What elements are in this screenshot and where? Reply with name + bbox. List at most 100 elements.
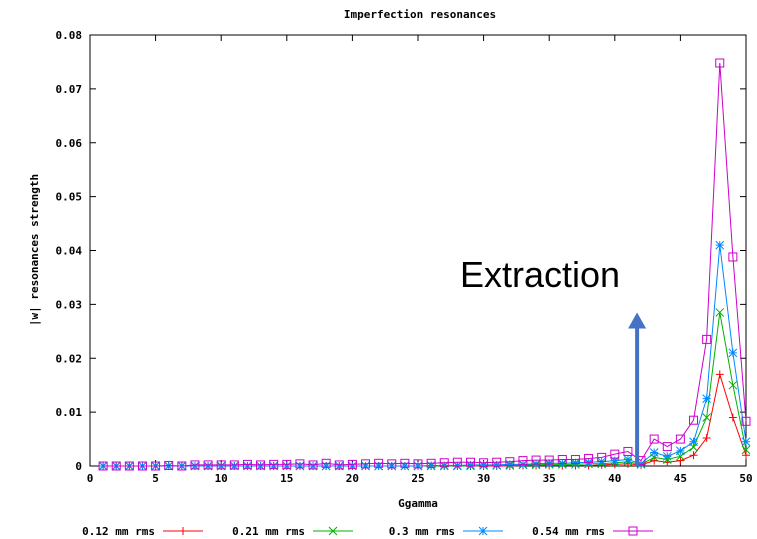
data-point <box>308 461 318 471</box>
data-point <box>702 334 712 344</box>
y-tick-label: 0.03 <box>56 298 83 311</box>
data-point <box>557 455 567 465</box>
legend-label: 0.54 mm rms <box>532 525 605 538</box>
data-point <box>544 455 554 465</box>
data-point <box>702 394 711 404</box>
data-point <box>387 461 397 471</box>
x-tick-label: 20 <box>346 472 359 485</box>
legend-label: 0.21 mm rms <box>232 525 305 538</box>
data-point <box>715 370 724 379</box>
legend-label: 0.3 mm rms <box>389 525 455 538</box>
x-tick-label: 30 <box>477 472 490 485</box>
data-point <box>439 461 449 470</box>
data-point <box>466 460 475 470</box>
data-point <box>361 461 370 471</box>
data-point <box>216 460 226 470</box>
data-point <box>347 459 357 469</box>
data-point <box>256 461 265 471</box>
data-point <box>623 455 633 464</box>
data-point <box>531 455 541 465</box>
data-point <box>676 456 685 465</box>
data-point <box>675 434 685 444</box>
data-point <box>216 461 226 471</box>
extraction-arrow-head <box>628 312 647 329</box>
data-point <box>728 348 738 358</box>
data-point <box>282 459 292 469</box>
legend: 0.12 mm rms 0.21 mm rms 0.3 mm rms 0.54 mm … <box>82 525 653 538</box>
data-point <box>571 458 580 468</box>
data-point <box>492 457 502 467</box>
data-point <box>282 461 292 471</box>
data-point <box>649 434 659 444</box>
series-0-54-mm-rms <box>98 58 751 471</box>
data-point <box>334 460 344 470</box>
data-point <box>328 526 338 536</box>
data-point <box>229 461 239 471</box>
data-point <box>269 461 279 471</box>
data-point <box>111 461 121 471</box>
series-group <box>98 58 751 471</box>
data-point <box>662 451 672 461</box>
y-tick-label: 0.06 <box>56 137 83 150</box>
data-point <box>662 442 672 452</box>
data-point <box>387 459 397 469</box>
x-tick-label: 5 <box>152 472 159 485</box>
legend-item: 0.12 mm rms <box>82 525 203 538</box>
data-point <box>623 446 633 456</box>
data-point <box>190 461 200 471</box>
data-point <box>295 461 305 471</box>
legend-item: 0.3 mm rms <box>389 525 503 538</box>
x-tick-label: 50 <box>739 472 752 485</box>
data-point <box>242 459 252 469</box>
data-point <box>426 461 436 470</box>
data-point <box>334 461 344 471</box>
x-tick-label: 40 <box>608 472 621 485</box>
data-point <box>597 452 607 462</box>
series-0-3-mm-rms <box>98 240 751 471</box>
data-point <box>689 451 698 460</box>
data-point <box>742 451 750 460</box>
x-tick-label: 15 <box>280 472 293 485</box>
data-point <box>741 445 751 455</box>
data-point <box>374 461 383 471</box>
y-tick-label: 0.05 <box>56 191 83 204</box>
data-point <box>479 460 488 470</box>
series-line <box>103 312 747 467</box>
data-point <box>295 459 305 469</box>
data-point <box>518 456 528 466</box>
data-point <box>715 308 725 317</box>
plot-frame <box>89 34 747 467</box>
data-point <box>452 457 462 467</box>
data-point <box>400 461 410 471</box>
data-point <box>728 380 738 390</box>
data-point <box>728 413 737 422</box>
data-point <box>505 457 515 467</box>
data-point <box>400 458 410 468</box>
legend-item: 0.21 mm rms <box>232 525 353 538</box>
y-axis: 0 0.01 0.02 0.03 0.04 0.05 0.06 0.07 0.08 <box>56 29 746 473</box>
data-point <box>741 416 751 426</box>
data-point <box>374 458 384 468</box>
data-point <box>164 460 174 470</box>
data-point <box>203 460 213 470</box>
data-point <box>308 460 318 470</box>
data-point <box>124 461 134 471</box>
y-tick-label: 0.01 <box>56 406 83 419</box>
y-tick-label: 0 <box>75 460 82 473</box>
data-point <box>321 461 331 471</box>
y-tick-label: 0.08 <box>56 29 83 42</box>
x-tick-label: 45 <box>674 472 687 485</box>
data-point <box>137 461 147 471</box>
data-point <box>702 433 711 442</box>
x-axis-label: Ggamma <box>398 497 438 510</box>
data-point <box>689 437 698 447</box>
series-line <box>103 62 747 467</box>
data-point <box>636 459 646 469</box>
data-point <box>478 526 488 536</box>
data-point <box>505 460 515 469</box>
extraction-annotation: Extraction <box>460 254 620 295</box>
data-point <box>728 252 738 262</box>
data-point <box>492 460 502 470</box>
data-point <box>689 415 699 425</box>
